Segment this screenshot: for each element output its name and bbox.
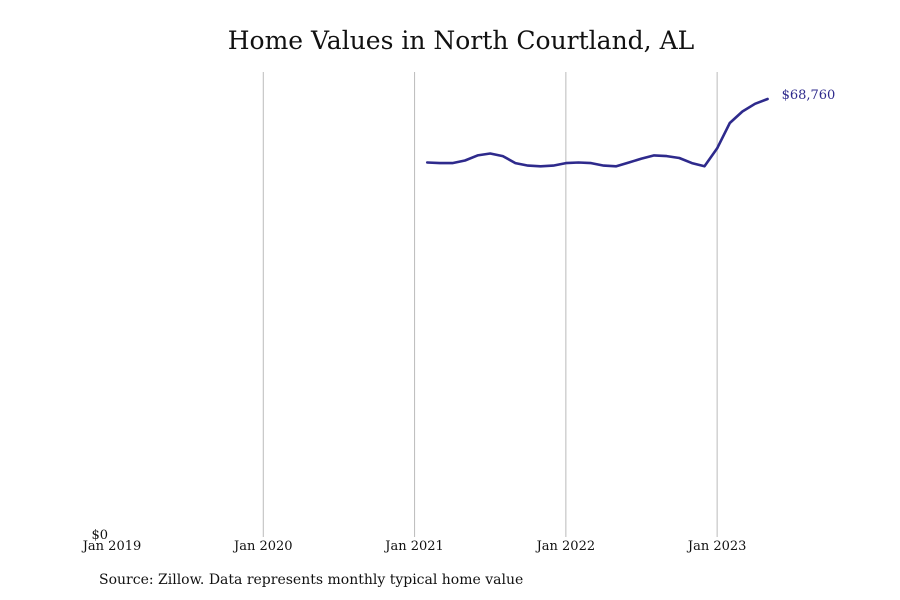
chart-title: Home Values in North Courtland, AL bbox=[227, 26, 695, 55]
x-tick-label: Jan 2023 bbox=[686, 539, 747, 554]
series-layer bbox=[425, 97, 769, 168]
gridlines bbox=[262, 72, 718, 537]
x-tick-label: Jan 2022 bbox=[535, 539, 596, 554]
x-tick-label: Jan 2020 bbox=[232, 539, 293, 554]
x-tick-label: Jan 2019 bbox=[81, 539, 142, 554]
series-line bbox=[425, 97, 769, 168]
axes: Jan 2019 Jan 2020 Jan 2021 Jan 2022 Jan 2023… bbox=[81, 528, 747, 554]
x-tick-label: Jan 2021 bbox=[383, 539, 444, 554]
end-value-label: $68,760 bbox=[782, 88, 836, 103]
labels: $68,760 bbox=[782, 88, 836, 103]
y-tick-label: $0 bbox=[91, 528, 108, 543]
source-note: Source: Zillow. Data represents monthly … bbox=[99, 572, 524, 588]
